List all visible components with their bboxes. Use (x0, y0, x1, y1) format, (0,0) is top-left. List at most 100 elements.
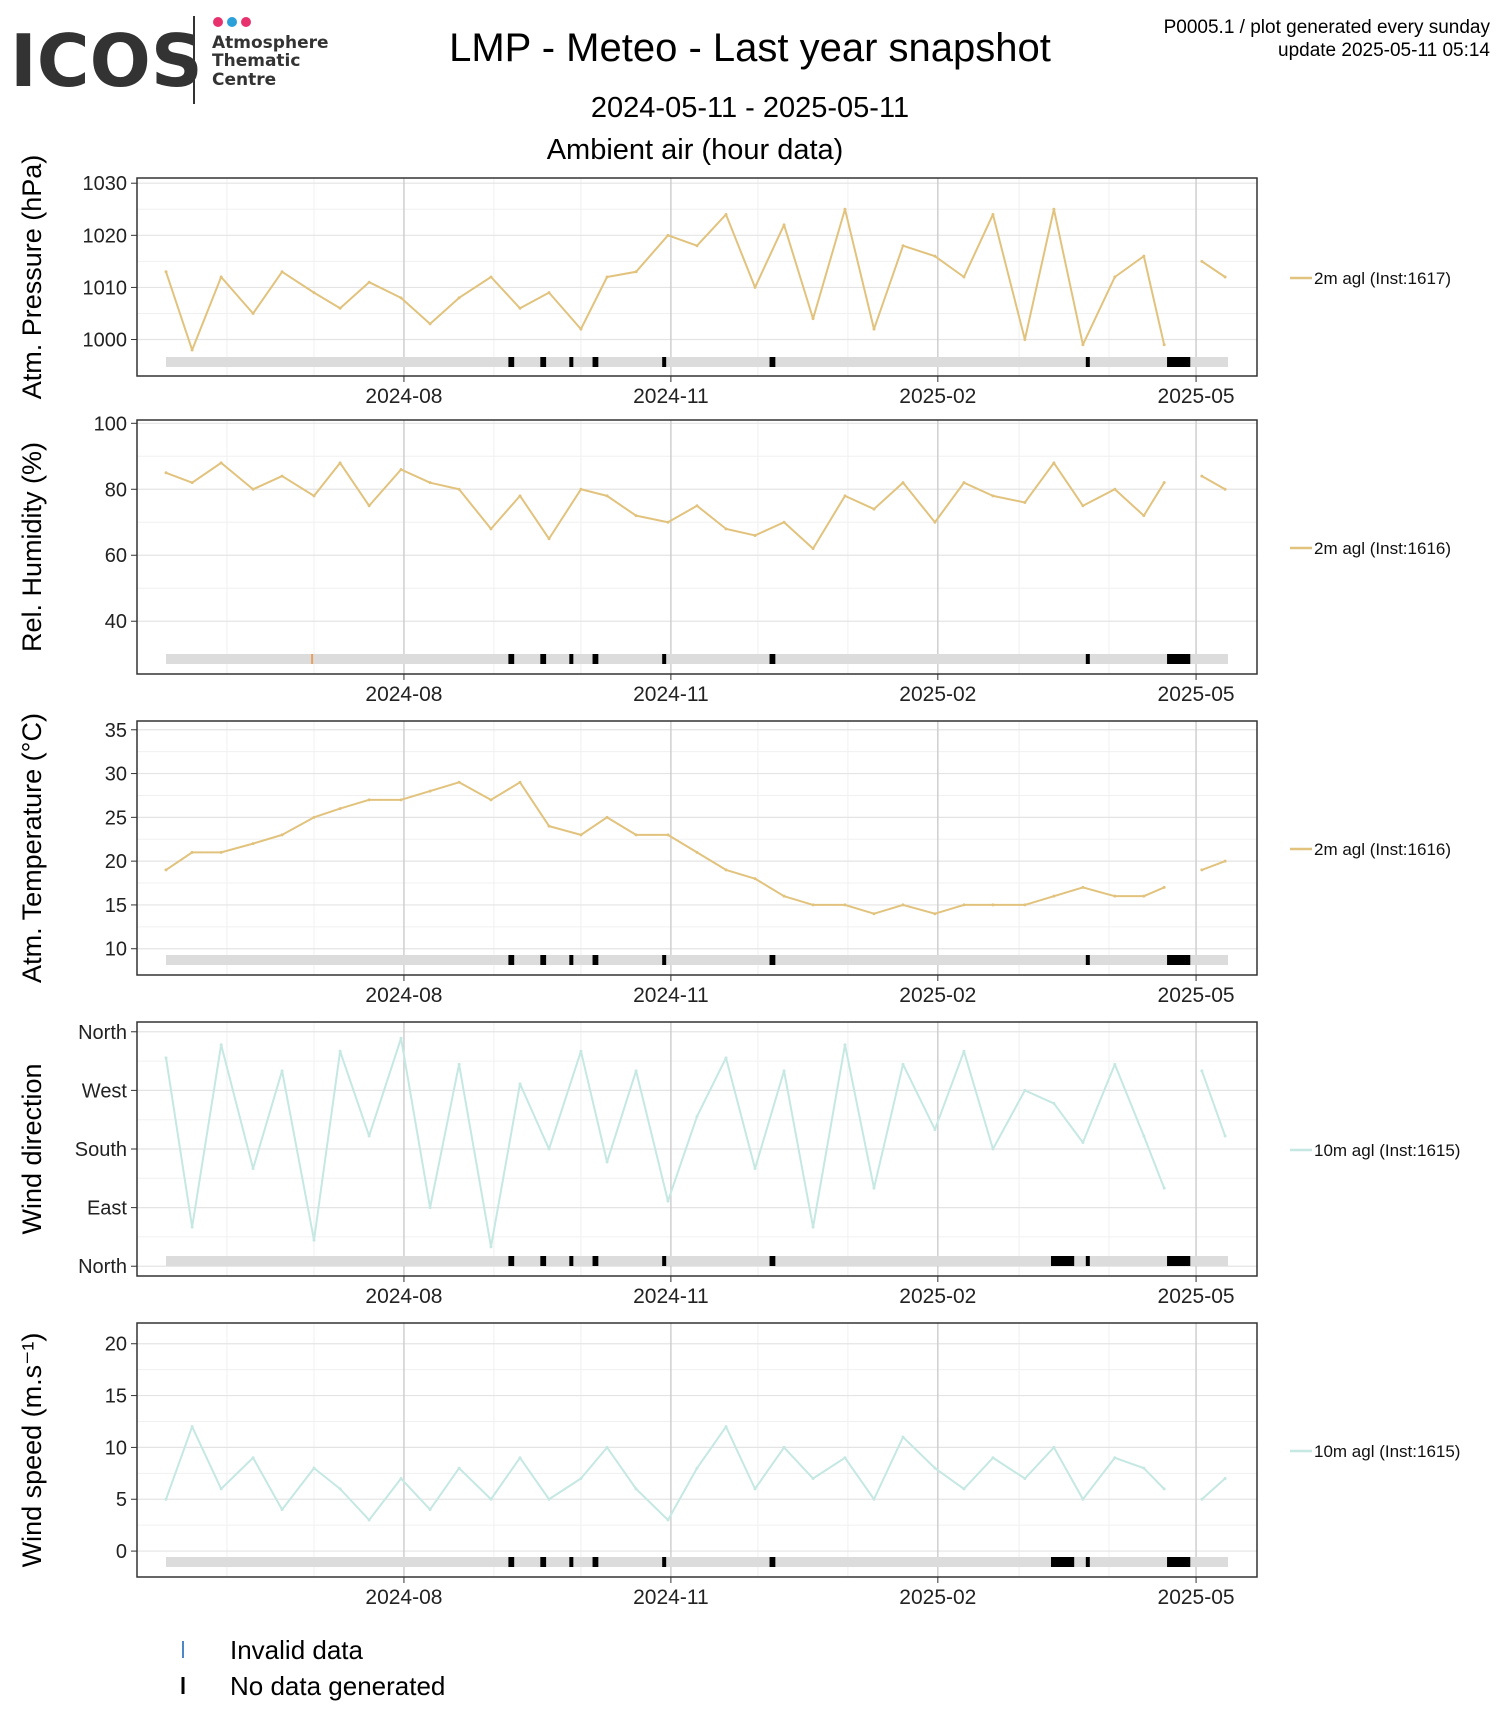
data-point (219, 850, 223, 854)
data-point (367, 1518, 371, 1522)
data-point (1162, 481, 1166, 485)
data-point (811, 317, 815, 321)
y-tick-label: 1010 (83, 277, 128, 299)
y-axis-label: Rel. Humidity (%) (17, 442, 47, 652)
data-point (457, 296, 461, 300)
data-point (547, 537, 551, 541)
data-point (1052, 894, 1056, 898)
plot-background (137, 178, 1257, 376)
data-point (724, 1425, 728, 1429)
data-point (753, 285, 757, 289)
y-tick-label: 1000 (83, 330, 128, 352)
data-point (1200, 868, 1204, 872)
logo-sub-line: Centre (212, 70, 276, 90)
data-point (753, 1487, 757, 1491)
y-tick-label: 5 (116, 1489, 127, 1511)
no-data-bar (569, 654, 574, 664)
data-point (190, 850, 194, 854)
logo-dot (213, 17, 223, 27)
data-point (843, 494, 847, 498)
x-tick-label: 2024-08 (365, 385, 442, 408)
data-point (811, 547, 815, 551)
logo-sub-line: Thematic (212, 51, 300, 71)
data-point (933, 254, 937, 258)
data-point (1023, 903, 1027, 907)
no-data-bar (508, 357, 515, 367)
data-point (1223, 275, 1227, 279)
x-tick-label: 2025-05 (1158, 1586, 1235, 1609)
data-point (1113, 894, 1117, 898)
data-point (1052, 1101, 1056, 1105)
no-data-bar (769, 357, 776, 367)
data-point (1162, 1186, 1166, 1190)
data-point (872, 1497, 876, 1501)
data-point (666, 1199, 670, 1203)
x-tick-label: 2025-02 (899, 1586, 976, 1609)
data-point (1113, 275, 1117, 279)
data-point (219, 1043, 223, 1047)
data-point (367, 504, 371, 508)
data-point (695, 850, 699, 854)
data-point (547, 1147, 551, 1151)
data-point (219, 461, 223, 465)
panel-3: North East South West North 2024-08 2024-11 202… (17, 1021, 1460, 1308)
data-point (872, 912, 876, 916)
data-point (190, 1425, 194, 1429)
data-point (1023, 1088, 1027, 1092)
plot-frame (136, 720, 1258, 976)
data-point (1142, 514, 1146, 518)
no-data-bar (1050, 1557, 1075, 1567)
x-tick-label: 2025-02 (899, 1285, 976, 1308)
data-point (843, 1456, 847, 1460)
no-data-bar (769, 654, 776, 664)
data-point (1052, 207, 1056, 211)
data-point (547, 291, 551, 295)
data-point (367, 280, 371, 284)
data-point (518, 494, 522, 498)
data-point (782, 1069, 786, 1073)
data-point (1223, 1134, 1227, 1138)
data-point (1162, 1487, 1166, 1491)
data-point (1113, 1456, 1117, 1460)
data-point (1081, 1497, 1085, 1501)
no-data-bar (662, 1256, 667, 1266)
no-data-bar (569, 357, 574, 367)
data-point (399, 467, 403, 471)
x-tick-label: 2024-08 (365, 1586, 442, 1609)
data-point (1142, 1466, 1146, 1470)
data-point (1052, 461, 1056, 465)
data-point (547, 1497, 551, 1501)
data-point (367, 1134, 371, 1138)
data-point (933, 520, 937, 524)
y-axis-label: Wind direction (17, 1063, 47, 1234)
legend-label: 10m agl (Inst:1615) (1314, 1141, 1460, 1160)
data-point (1081, 885, 1085, 889)
x-tick-label: 2024-11 (633, 385, 709, 408)
x-tick-label: 2024-11 (633, 683, 709, 706)
x-tick-label: 2025-02 (899, 984, 976, 1007)
legend-label: 10m agl (Inst:1615) (1314, 1442, 1460, 1461)
y-tick-label: 25 (105, 807, 127, 829)
data-point (962, 1049, 966, 1053)
data-point (489, 1245, 493, 1249)
data-point (634, 270, 638, 274)
no-data-bar (508, 654, 515, 664)
data-point (1162, 885, 1166, 889)
data-point (605, 494, 609, 498)
data-point (962, 275, 966, 279)
y-tick-label: 1030 (83, 173, 128, 195)
no-data-bar (769, 1557, 776, 1567)
data-point (579, 1477, 583, 1481)
data-point (782, 894, 786, 898)
availability-strip (166, 955, 1228, 965)
y-tick-label: North (78, 1256, 127, 1278)
data-point (753, 533, 757, 537)
data-point (428, 322, 432, 326)
x-tick-label: 2024-11 (633, 1586, 709, 1609)
no-data-bar (592, 955, 599, 965)
data-point (190, 1225, 194, 1229)
no-data-bar (592, 1256, 599, 1266)
data-point (518, 780, 522, 784)
y-tick-label: 30 (105, 764, 127, 786)
